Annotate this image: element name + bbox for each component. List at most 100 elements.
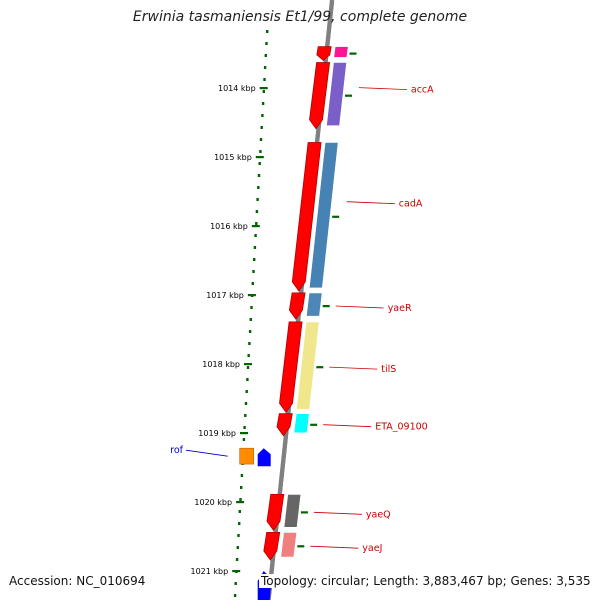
feature-tick — [300, 511, 308, 514]
ruler-dot — [257, 186, 260, 189]
gene-features: accA cadA yaeR tilS ETA_09100 yaeQ yaeJ — [263, 46, 434, 561]
gene-label-acca: accA — [411, 85, 434, 96]
cds-bar — [306, 292, 323, 317]
cds-bar — [296, 321, 320, 410]
ruler-dot — [253, 258, 256, 261]
gene-label-leader — [329, 366, 378, 370]
ruler-dot — [252, 270, 255, 273]
gene-arrow — [291, 142, 322, 292]
ruler-dot — [264, 54, 267, 57]
ruler-dot — [234, 582, 237, 585]
gene-label-eta_09100: ETA_09100 — [375, 422, 428, 433]
feature-tick — [332, 215, 340, 218]
scale-label: 1017 kbp — [206, 291, 244, 300]
ruler-dot — [248, 342, 251, 345]
ruler-dot — [246, 378, 249, 381]
ruler-dot — [259, 150, 262, 153]
ruler-dot — [255, 210, 259, 213]
gene-label-leader — [358, 87, 407, 90]
scale-tick — [240, 432, 248, 435]
gene-label-yaeq: yaeQ — [366, 509, 391, 520]
ruler-dot — [240, 474, 244, 477]
ruler-dot — [265, 42, 268, 45]
cds-bar — [308, 142, 339, 289]
feature-tick — [349, 52, 357, 55]
cds-bar — [293, 413, 310, 434]
scale-label: 1014 kbp — [218, 84, 256, 93]
scale-tick — [244, 363, 252, 366]
scale-label: 1015 kbp — [214, 153, 252, 162]
ruler-dot — [261, 114, 264, 117]
ruler-dot — [250, 306, 253, 309]
topology-summary: Topology: circular; Length: 3,883,467 bp… — [259, 574, 593, 588]
gene-label-cada: cadA — [399, 199, 423, 210]
ruler-dot — [255, 222, 258, 225]
ruler-dot — [247, 354, 250, 357]
accession-label: Accession: NC_010694 — [7, 574, 148, 588]
gene-label-rof: rof — [170, 445, 184, 456]
feature-tick — [345, 94, 352, 97]
ruler-dot — [258, 162, 261, 165]
scale-tick — [236, 501, 245, 504]
gene-arrow — [276, 413, 293, 437]
ruler-dot — [257, 174, 261, 177]
ruler-dot — [262, 90, 265, 93]
ruler-dot — [238, 522, 241, 525]
gene-label-leader — [335, 305, 384, 309]
cds-bar — [283, 494, 302, 528]
scale-label: 1016 kbp — [210, 222, 248, 231]
scale-tick — [259, 87, 268, 90]
ruler-dot — [259, 138, 263, 141]
ruler-dot — [260, 126, 263, 129]
cds-bar — [333, 46, 349, 58]
gene-arrow — [279, 321, 303, 413]
ruler-dot — [249, 318, 252, 321]
scale-label: 1021 kbp — [190, 567, 228, 576]
scale-label: 1020 kbp — [194, 498, 232, 507]
gene-label-leader — [310, 545, 359, 549]
ruler-dot — [254, 234, 257, 237]
gene-arrow — [288, 292, 306, 320]
rof-label-leader — [185, 449, 228, 457]
gene-arrow — [309, 62, 331, 130]
ruler-dot — [263, 66, 267, 69]
cds-bar — [280, 532, 298, 558]
ruler-dot — [245, 390, 248, 393]
ruler-dot — [237, 534, 240, 537]
feature-tick — [310, 423, 318, 426]
ruler-dot — [256, 198, 259, 201]
gene-label-leader — [346, 201, 395, 205]
gene-arrow — [263, 532, 281, 561]
gene-label-yaer: yaeR — [388, 303, 412, 314]
scale-tick — [247, 294, 256, 297]
genome-title: Erwinia tasmaniensis Et1/99, complete ge… — [132, 9, 468, 25]
gene-label-leader — [313, 511, 362, 515]
feature-tick — [316, 366, 324, 369]
ruler-dot — [233, 594, 237, 597]
gene-arrow — [316, 46, 332, 61]
ruler-dot — [239, 498, 242, 501]
ruler-dot — [261, 102, 265, 105]
feature-tick — [322, 305, 330, 308]
ruler-dot — [253, 246, 257, 249]
rof-cds-bar — [239, 447, 254, 465]
ruler-dot — [248, 330, 252, 333]
ruler-dot — [244, 414, 247, 417]
ruler-dot — [238, 510, 241, 513]
ruler-dot — [251, 282, 254, 285]
ruler-dot — [244, 402, 248, 405]
ruler-dot — [242, 438, 246, 441]
scale-label: 1019 kbp — [198, 429, 236, 438]
feature-tick — [297, 545, 305, 548]
gene-label-tils: tilS — [381, 364, 396, 375]
ruler-dot — [236, 546, 239, 549]
ruler-dot — [263, 78, 266, 81]
ruler-dot — [243, 426, 246, 429]
ruler-dot — [235, 558, 239, 561]
gene-arrow — [266, 493, 285, 531]
scale-tick — [255, 156, 264, 159]
ruler-dot — [266, 30, 269, 33]
scale-tick — [232, 570, 241, 573]
ruler-dot — [246, 366, 250, 369]
